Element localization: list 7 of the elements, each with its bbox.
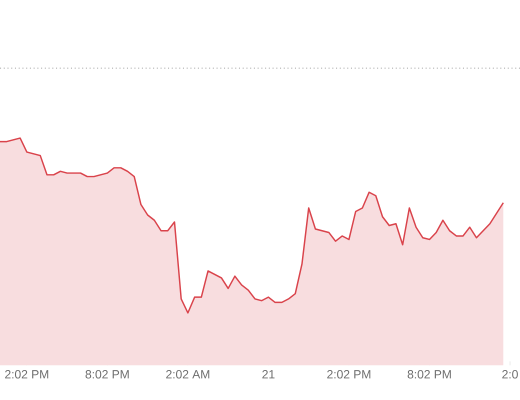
x-tick-label: 8:02 PM	[408, 370, 451, 379]
x-tick-label: 2:02 PM	[5, 370, 48, 379]
x-tick-label: 2:02 PM	[327, 370, 370, 379]
x-tick-label: 21	[262, 370, 275, 378]
x-tick-label: 8:02 PM	[86, 370, 129, 379]
x-tick-label: 2:02 AM	[166, 370, 210, 379]
x-tick-label: 2:0	[502, 370, 518, 379]
